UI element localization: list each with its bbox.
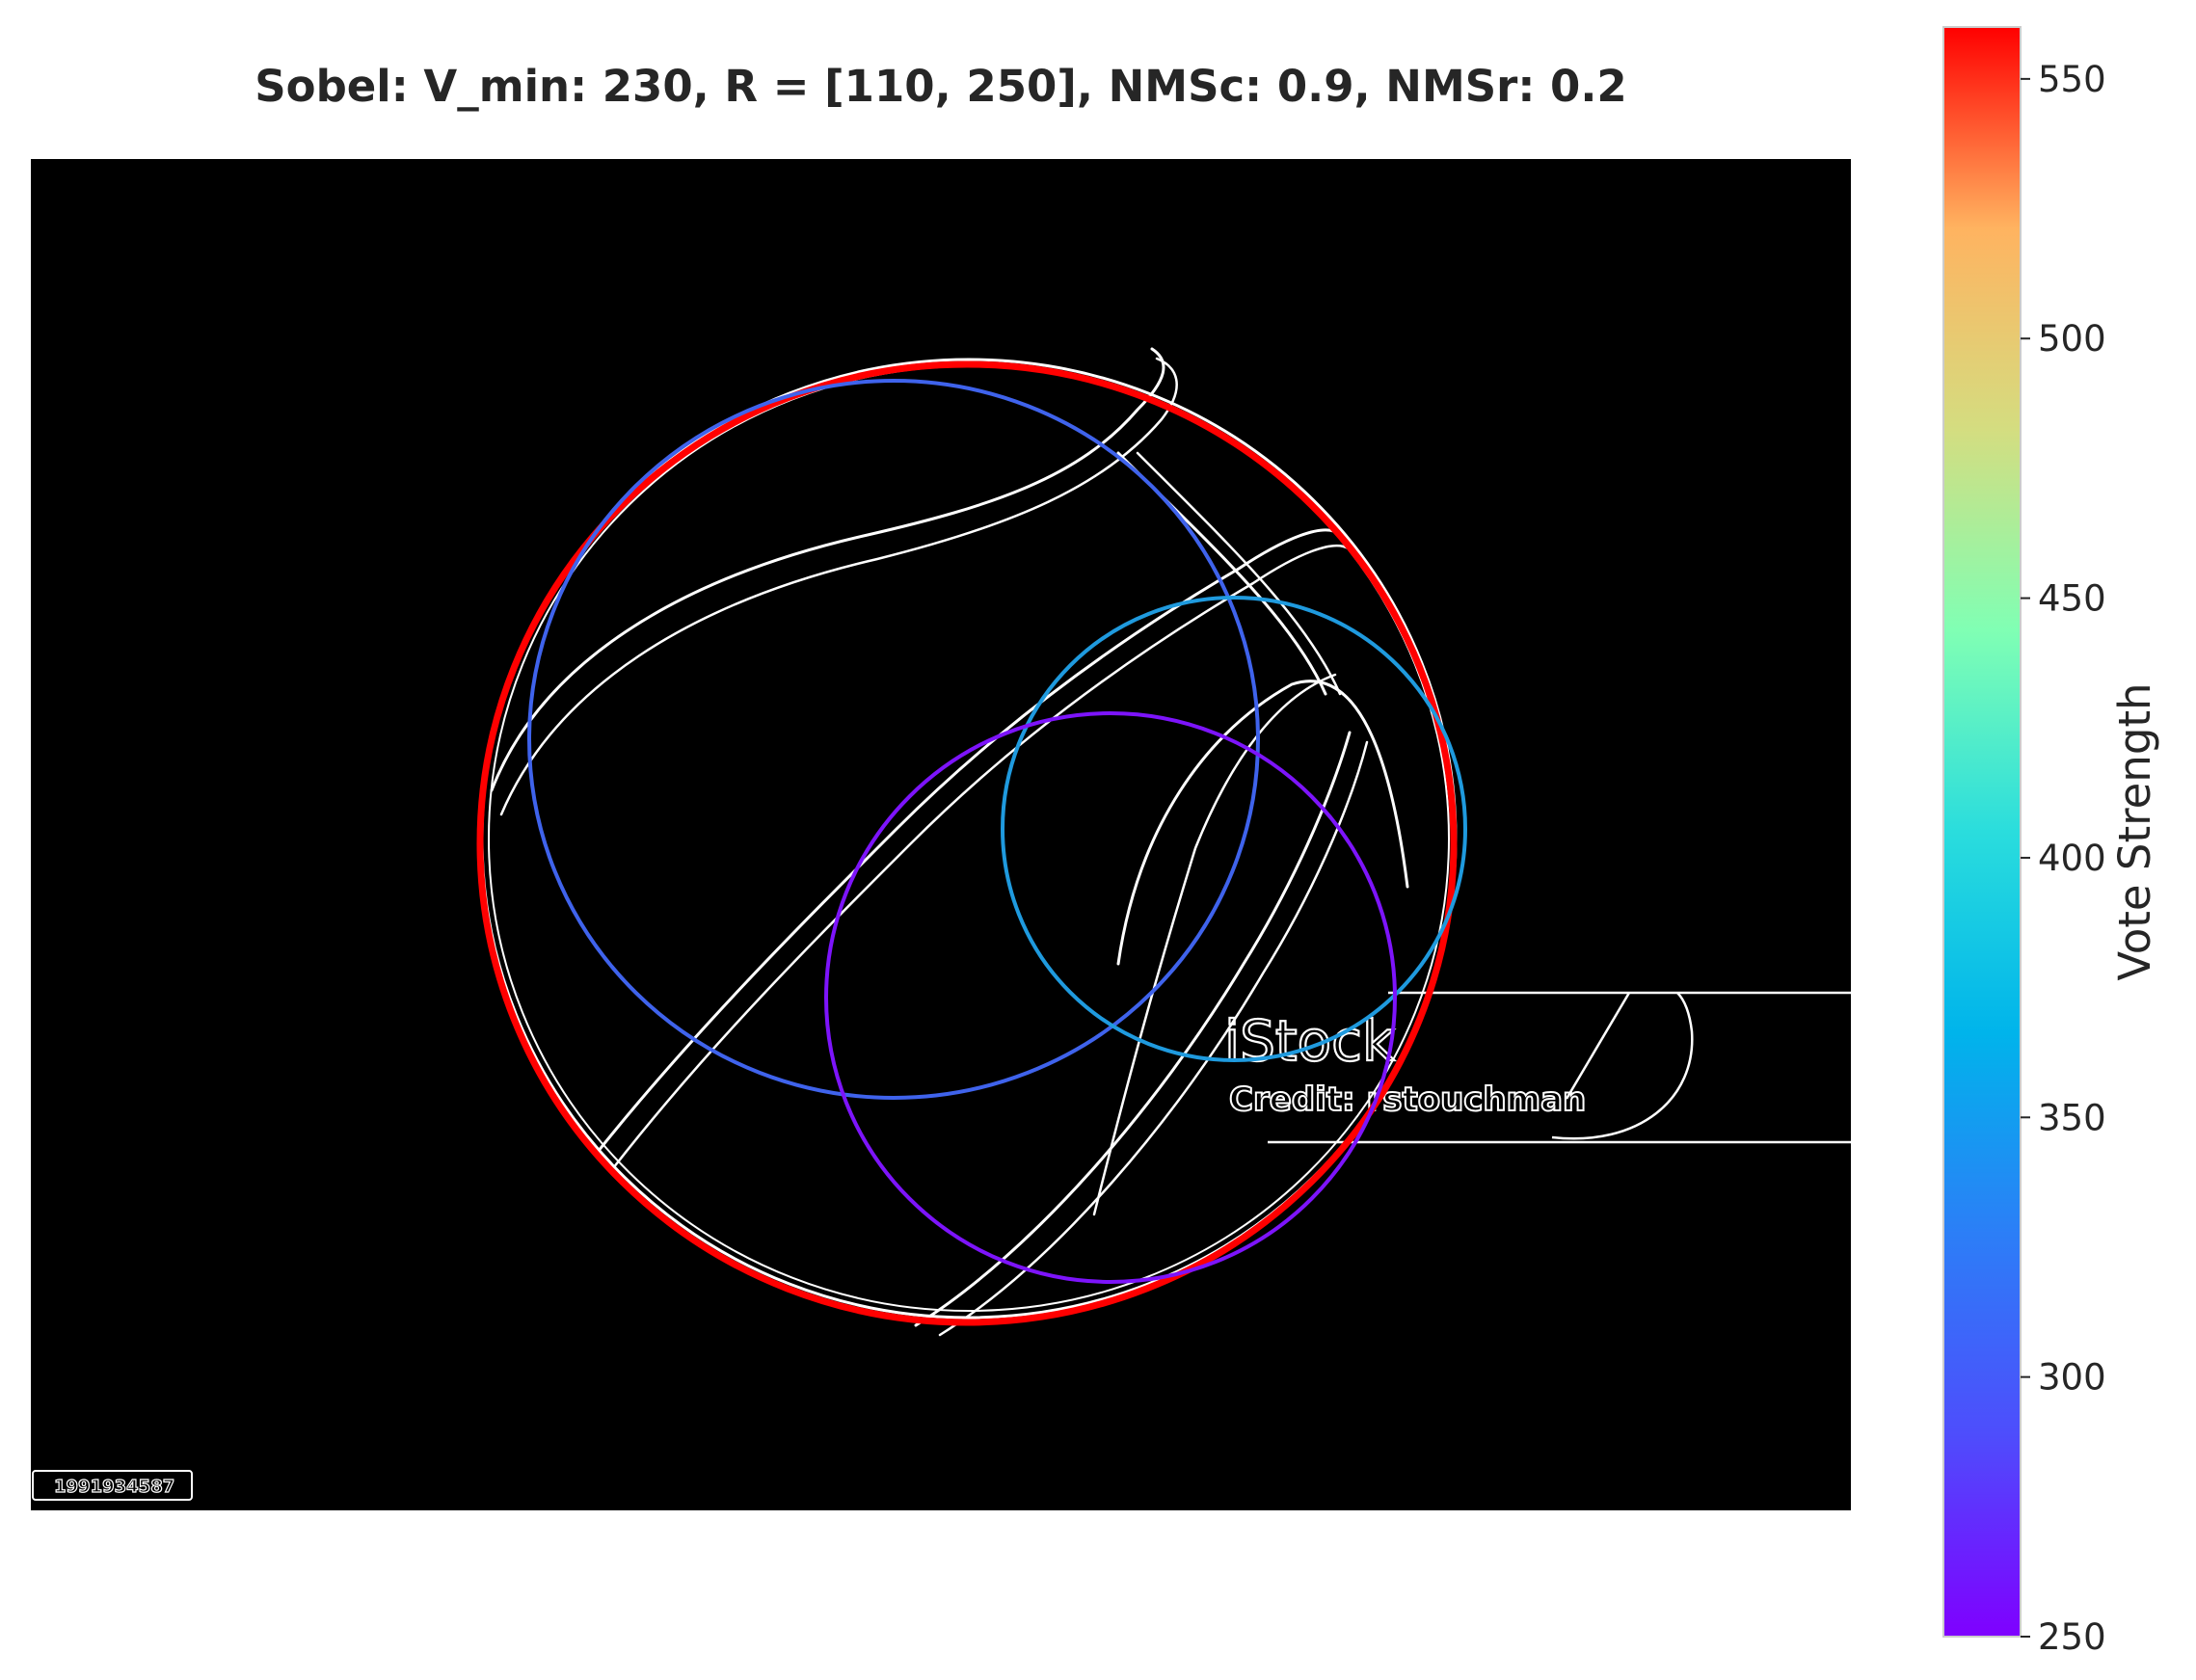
edge-image-panel: iStock Credit: rstouchman 1991934587 (31, 159, 1851, 1510)
colorbar-ticks: 250 300 350 400 450 500 550 (2021, 59, 2106, 1658)
detected-circle (527, 379, 1260, 1100)
detected-circle (1001, 596, 1467, 1062)
colorbar-label: Vote Strength (2109, 682, 2160, 980)
image-id: 1991934587 (54, 1477, 174, 1497)
colorbar-tick-label: 250 (2038, 1616, 2106, 1658)
colorbar: 250 300 350 400 450 500 550 Vote Strength (1942, 26, 2160, 1658)
colorbar-tick-label: 350 (2038, 1097, 2106, 1138)
colorbar-tick-label: 450 (2038, 578, 2106, 620)
detected-circle (476, 360, 1458, 1326)
image-id-box (32, 1470, 193, 1501)
colorbar-tick-label: 550 (2038, 59, 2106, 100)
colorbar-gradient (1942, 26, 2022, 1638)
colorbar-tick-label: 400 (2038, 838, 2106, 879)
detected-circles (476, 360, 1467, 1326)
colorbar-tick-label: 500 (2038, 318, 2106, 360)
detected-circle (824, 711, 1397, 1284)
colorbar-tick-label: 300 (2038, 1357, 2106, 1399)
chart-title: Sobel: V_min: 230, R = [110, 250], NMSc:… (254, 61, 1626, 112)
watermark-band (1268, 991, 1851, 1144)
watermark-credit: Credit: rstouchman (1229, 1080, 1586, 1119)
